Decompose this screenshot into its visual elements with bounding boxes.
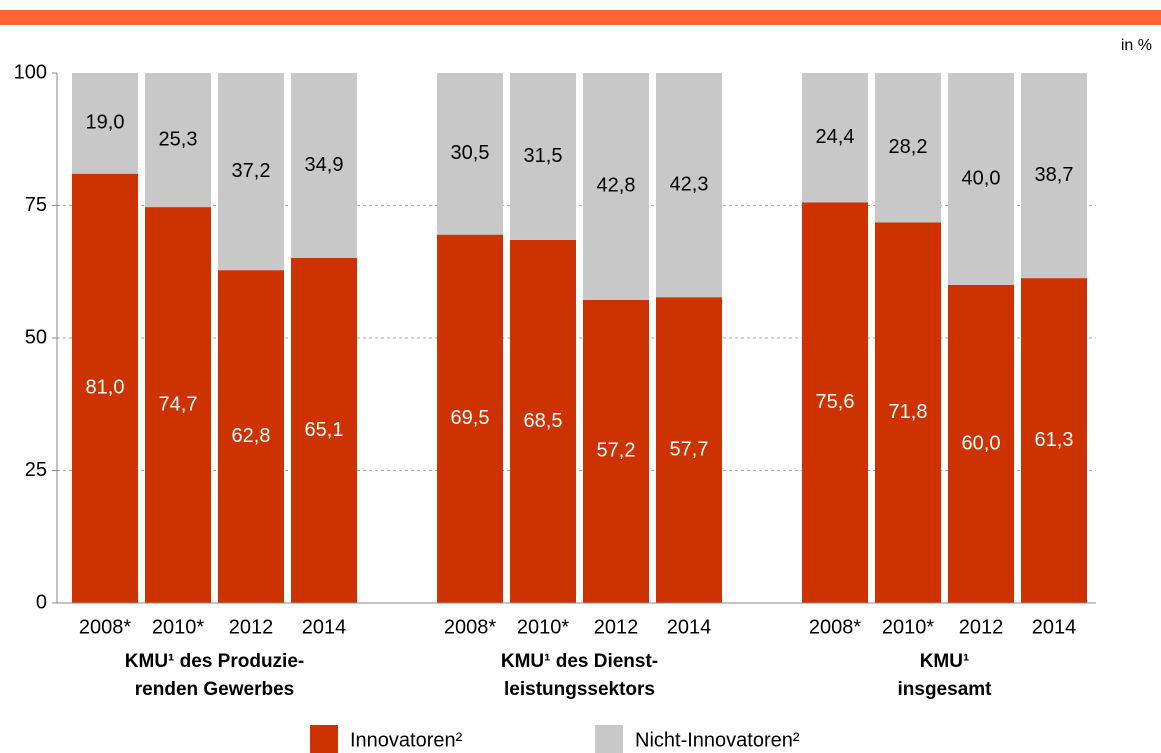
group-label: KMU¹ des Produzie- [125,651,304,672]
y-tick-label: 100 [14,61,47,83]
value-label: 37,2 [232,160,271,182]
bar-segment [218,270,284,603]
value-label: 25,3 [159,128,198,150]
header-band [0,10,1161,25]
bar-segment [802,73,868,203]
bar-segment [437,73,503,235]
x-tick-label: 2010* [517,616,569,638]
value-label: 28,2 [889,136,928,158]
bar-segment [948,73,1014,285]
bar-segment [218,73,284,271]
value-label: 40,0 [962,167,1001,189]
bar-segment [72,173,138,603]
value-label: 19,0 [86,112,125,134]
legend-label: Innovatoren² [350,729,463,751]
y-tick-label: 50 [25,326,47,348]
group-label: insgesamt [898,679,993,700]
x-tick-label: 2010* [152,616,204,638]
value-label: 57,2 [597,440,636,462]
x-tick-label: 2008* [444,616,496,638]
legend-swatch [310,725,338,753]
group-label: KMU¹ des Dienst- [501,651,658,672]
bar-segment [875,73,941,223]
bar-segment [656,73,722,298]
bar-segment [1021,278,1087,603]
group-label: leistungssektors [504,679,655,700]
value-label: 68,5 [524,410,563,432]
bar-segment [948,285,1014,603]
x-tick-label: 2008* [79,616,131,638]
legend-label: Nicht-Innovatoren² [635,729,800,751]
value-label: 31,5 [524,145,563,167]
x-tick-label: 2008* [809,616,861,638]
value-label: 75,6 [816,391,855,413]
bar-segment [510,73,576,240]
y-tick-label: 0 [36,591,47,613]
group-label: renden Gewerbes [135,679,294,700]
bar-segment [72,73,138,174]
bar-segment [145,73,211,208]
value-label: 60,0 [962,432,1001,454]
value-label: 38,7 [1035,164,1074,186]
x-tick-label: 2010* [882,616,934,638]
bar-segment [802,202,868,603]
value-label: 74,7 [159,393,198,415]
x-tick-label: 2012 [959,616,1004,638]
bar-segment [291,73,357,258]
bar-segment [1021,73,1087,279]
y-tick-label: 25 [25,459,47,481]
bar-segment [656,297,722,603]
value-label: 65,1 [305,419,344,441]
bar-segment [510,239,576,603]
value-label: 42,3 [670,173,709,195]
value-label: 34,9 [305,154,344,176]
value-label: 30,5 [451,142,490,164]
bar-segment [145,207,211,603]
group-label: KMU¹ [920,651,970,672]
x-tick-label: 2012 [594,616,639,638]
value-label: 42,8 [597,175,636,197]
bar-segment [437,234,503,603]
value-label: 24,4 [816,126,855,148]
legend-swatch [595,725,623,753]
value-label: 71,8 [889,401,928,423]
value-label: 81,0 [86,377,125,399]
unit-label: in % [1121,37,1152,54]
x-tick-label: 2014 [302,616,347,638]
bar-segment [583,299,649,603]
x-tick-label: 2012 [229,616,274,638]
value-label: 61,3 [1035,429,1074,451]
bar-segment [875,222,941,603]
x-tick-label: 2014 [1032,616,1077,638]
x-tick-label: 2014 [667,616,712,638]
bar-segment [583,73,649,300]
value-label: 69,5 [451,407,490,429]
value-label: 57,7 [670,438,709,460]
value-label: 62,8 [232,425,271,447]
y-tick-label: 75 [25,194,47,216]
bar-segment [291,257,357,603]
